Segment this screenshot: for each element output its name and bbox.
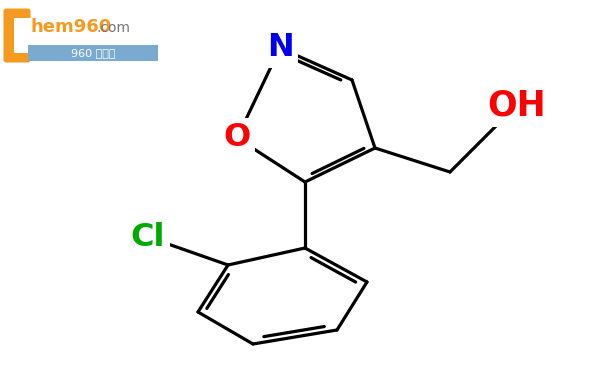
- FancyBboxPatch shape: [4, 9, 30, 63]
- Text: OH: OH: [488, 88, 546, 122]
- FancyBboxPatch shape: [14, 18, 33, 53]
- Text: 960 化工网: 960 化工网: [71, 48, 115, 58]
- Text: N: N: [267, 33, 293, 63]
- Text: Cl: Cl: [131, 222, 165, 252]
- FancyBboxPatch shape: [28, 45, 158, 61]
- Text: .com: .com: [96, 21, 130, 34]
- Text: O: O: [223, 123, 250, 153]
- Text: hem960: hem960: [31, 18, 113, 36]
